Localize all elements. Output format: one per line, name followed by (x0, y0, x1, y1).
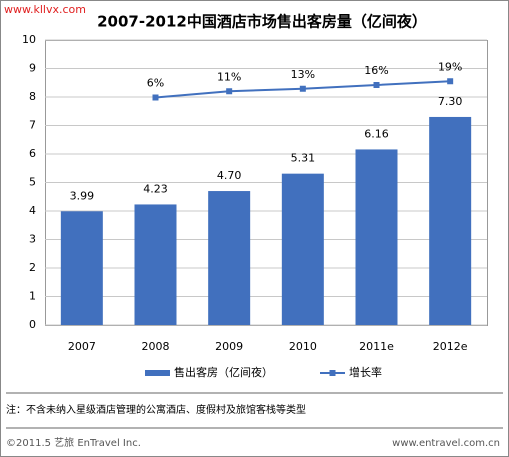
y-tick-label: 7 (29, 119, 36, 132)
x-tick-label: 2007 (68, 340, 96, 353)
y-tick-label: 5 (29, 176, 36, 189)
chart-title: 2007-2012中国酒店市场售出客房量（亿间夜） (97, 13, 427, 31)
y-tick-label: 8 (29, 90, 36, 103)
y-tick-label: 4 (29, 204, 36, 217)
y-tick-label: 0 (29, 318, 36, 331)
legend-swatch (329, 370, 336, 376)
x-tick-label: 2011e (359, 340, 394, 353)
x-tick-label: 2012e (433, 340, 468, 353)
bar (429, 116, 472, 325)
bar (60, 211, 103, 325)
x-tick-label: 2008 (142, 340, 170, 353)
data-label: 11% (217, 70, 241, 83)
data-label: 13% (291, 68, 315, 81)
data-label: 6% (147, 77, 164, 90)
y-tick-label: 9 (29, 62, 36, 75)
data-label: 6.16 (364, 127, 389, 140)
data-label: 19% (438, 60, 462, 73)
data-label: 4.23 (143, 182, 168, 195)
bar (355, 149, 398, 325)
data-label: 4.70 (217, 169, 242, 182)
line-marker (447, 78, 454, 85)
legend-label: 增长率 (349, 365, 382, 379)
footer-right: www.entravel.com.cn (392, 438, 500, 449)
legend-swatch (145, 370, 170, 376)
data-label: 3.99 (70, 189, 95, 202)
bar (208, 191, 251, 325)
data-label: 5.31 (291, 152, 316, 165)
line-marker (226, 88, 233, 95)
y-tick-label: 10 (22, 33, 36, 46)
bar (134, 204, 177, 325)
line-marker (299, 85, 306, 92)
y-tick-label: 3 (29, 233, 36, 246)
note: 注：不含未纳入星级酒店管理的公寓酒店、度假村及旅馆客栈等类型 (6, 403, 306, 416)
data-label: 7.30 (438, 95, 463, 108)
line-marker (373, 82, 380, 88)
watermark: www.kllvx.com (4, 3, 86, 16)
x-tick-label: 2009 (215, 340, 243, 353)
legend-label: 售出客房（亿间夜） (174, 365, 273, 379)
line-marker (152, 94, 159, 101)
x-tick-label: 2010 (289, 340, 317, 353)
data-label: 16% (364, 64, 388, 77)
bar (281, 173, 324, 325)
y-tick-label: 1 (29, 290, 36, 303)
footer-left: ©2011.5 艺旅 EnTravel Inc. (6, 436, 141, 449)
y-tick-label: 2 (29, 261, 36, 274)
y-tick-label: 6 (29, 147, 36, 160)
